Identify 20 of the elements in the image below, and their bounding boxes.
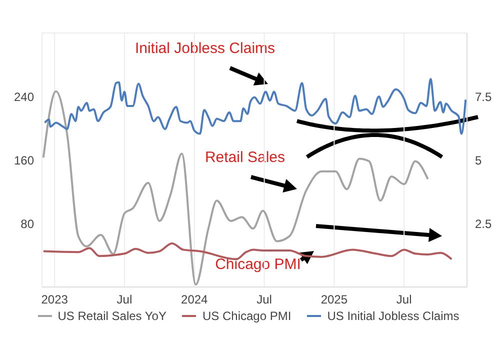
x-tick-label: Jul bbox=[256, 292, 272, 307]
y-tick-label: 80 bbox=[20, 216, 34, 231]
y2-tick-label: 7.5 bbox=[475, 90, 492, 104]
line-series bbox=[42, 90, 429, 286]
x-tick-label: Jul bbox=[116, 292, 132, 307]
x-tick-label: 2025 bbox=[320, 292, 348, 307]
annotation: Chicago PMI bbox=[215, 256, 301, 273]
y-tick-label: 240 bbox=[14, 90, 34, 104]
annotation: Initial Jobless Claims bbox=[134, 40, 276, 57]
line-series bbox=[44, 78, 467, 135]
annotation: Retail Sales bbox=[204, 149, 286, 166]
y2-tick-label: 2.5 bbox=[475, 216, 492, 231]
x-tick-label: 2023 bbox=[41, 292, 68, 307]
x-tick-label: Jul bbox=[396, 292, 412, 307]
legend-label: US Retail Sales YoY bbox=[58, 309, 166, 323]
y2-tick-label: 5 bbox=[475, 153, 482, 168]
legend-label: US Chicago PMI bbox=[202, 309, 292, 323]
y-tick-label: 160 bbox=[14, 153, 34, 168]
legend-label: US Initial Jobless Claims bbox=[327, 309, 460, 323]
x-tick-label: 2024 bbox=[181, 292, 208, 307]
